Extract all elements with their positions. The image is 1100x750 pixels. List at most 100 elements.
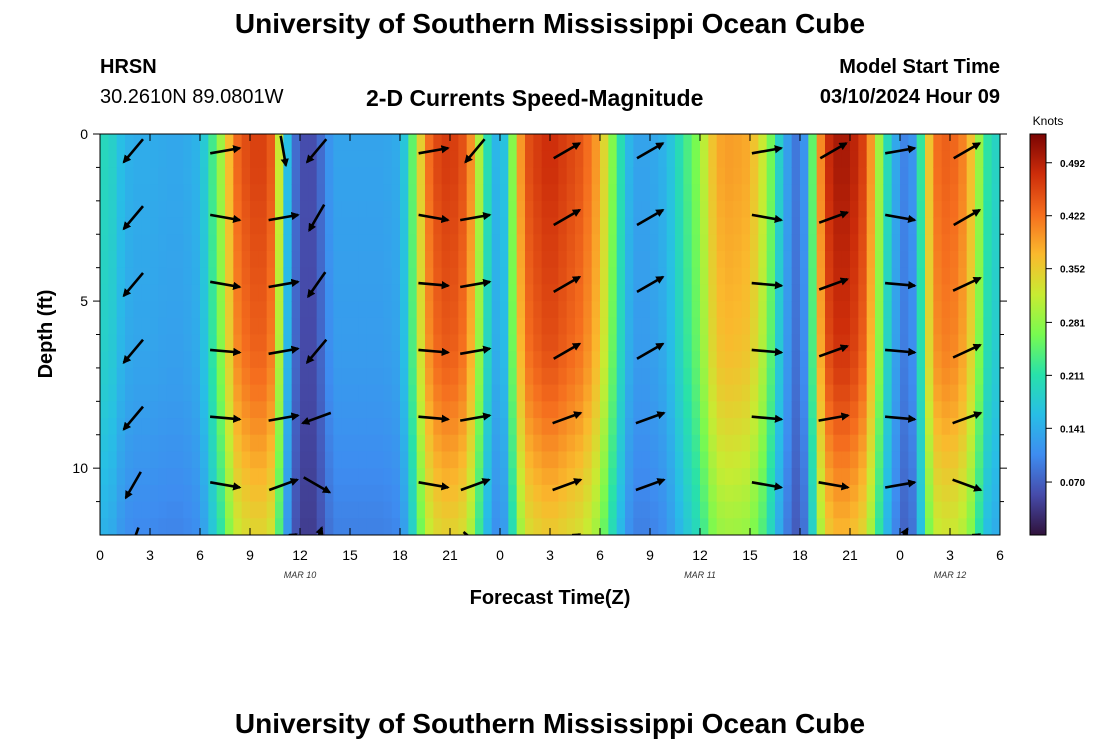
heatmap-cell <box>766 267 776 285</box>
heatmap-cell <box>291 518 301 535</box>
current-vector <box>751 213 784 224</box>
heatmap-cell <box>383 484 393 503</box>
heatmap-cell <box>400 334 409 352</box>
heatmap-cell <box>991 518 1000 535</box>
heatmap-cell <box>983 250 993 269</box>
heatmap-cell <box>750 317 759 336</box>
heatmap-cell <box>541 150 551 169</box>
heatmap-cell <box>333 401 343 419</box>
heatmap-cell <box>350 234 359 252</box>
heatmap-cell <box>508 217 518 235</box>
heatmap-cell <box>925 518 934 535</box>
heatmap-cell <box>916 234 926 252</box>
heatmap-cell <box>500 501 509 519</box>
heatmap-cell <box>933 217 943 235</box>
heatmap-cell <box>250 134 259 152</box>
heatmap-cell <box>983 418 993 436</box>
heatmap-cell <box>600 384 609 402</box>
heatmap-cell <box>966 317 976 336</box>
heatmap-cell <box>641 150 651 169</box>
heatmap-cell <box>316 501 326 519</box>
heatmap-cell <box>241 401 251 419</box>
heatmap-cell <box>825 301 834 319</box>
heatmap-cell <box>883 468 893 486</box>
heatmap-cell <box>366 217 376 235</box>
heatmap-cell <box>358 518 368 535</box>
heatmap-cell <box>233 401 243 419</box>
heatmap-cell <box>150 334 159 352</box>
heatmap-cell <box>641 518 651 535</box>
heatmap-cell <box>250 317 259 336</box>
heatmap-cell <box>683 317 693 336</box>
heatmap-cell <box>383 367 393 386</box>
heatmap-cell <box>483 367 493 386</box>
heatmap-cell <box>925 484 934 503</box>
heatmap-cell <box>741 150 751 169</box>
heatmap-cell <box>325 401 334 419</box>
heatmap-cell <box>375 267 384 285</box>
heatmap-cell <box>566 367 576 386</box>
heatmap-cell <box>591 301 601 319</box>
current-vector <box>952 411 983 425</box>
heatmap-cell <box>833 401 843 419</box>
heatmap-cell <box>766 134 776 152</box>
heatmap-cell <box>625 301 634 319</box>
heatmap-cell <box>725 134 734 152</box>
heatmap-cell <box>516 434 526 453</box>
heatmap-cell <box>258 518 268 535</box>
heatmap-cell <box>816 451 826 469</box>
current-vector <box>1004 277 1030 292</box>
heatmap-cell <box>716 468 726 486</box>
heatmap-cell <box>158 418 168 436</box>
heatmap-cell <box>816 301 826 319</box>
heatmap-cell <box>458 250 468 269</box>
heatmap-cell <box>566 384 576 402</box>
heatmap-cell <box>641 501 651 519</box>
heatmap-cell <box>491 451 501 469</box>
heatmap-cell <box>475 200 484 219</box>
heatmap-cell <box>808 301 818 319</box>
heatmap-cell <box>241 518 251 535</box>
heatmap-cell <box>891 418 901 436</box>
heatmap-cell <box>708 200 718 219</box>
heatmap-cell <box>825 167 834 185</box>
heatmap-cell <box>233 367 243 386</box>
heatmap-cell <box>983 451 993 469</box>
heatmap-cell <box>800 301 809 319</box>
heatmap-cell <box>783 434 793 453</box>
heatmap-cell <box>991 167 1000 185</box>
heatmap-cell <box>441 501 451 519</box>
heatmap-cell <box>541 418 551 436</box>
heatmap-cell <box>166 418 176 436</box>
heatmap-cell <box>958 468 968 486</box>
heatmap-cell <box>941 317 951 336</box>
heatmap-cell <box>475 501 484 519</box>
heatmap-cell <box>408 284 418 302</box>
heatmap-cell <box>525 134 534 152</box>
heatmap-cell <box>808 334 818 352</box>
heatmap-cell <box>533 267 543 285</box>
heatmap-cell <box>950 150 959 169</box>
heatmap-cell <box>466 250 476 269</box>
heatmap-cell <box>416 434 426 453</box>
heatmap-cell <box>475 401 484 419</box>
heatmap-cell <box>575 184 584 202</box>
heatmap-cell <box>125 200 134 219</box>
heatmap-cell <box>700 518 709 535</box>
heatmap-cell <box>475 418 484 436</box>
heatmap-cell <box>116 351 126 369</box>
heatmap-cell <box>733 284 743 302</box>
heatmap-cell <box>666 518 676 535</box>
heatmap-cell <box>500 384 509 402</box>
heatmap-cell <box>258 200 268 219</box>
heatmap-cell <box>416 150 426 169</box>
heatmap-cell <box>483 250 493 269</box>
heatmap-cell <box>408 250 418 269</box>
heatmap-cell <box>800 401 809 419</box>
current-vector <box>209 145 242 155</box>
heatmap-cell <box>966 518 976 535</box>
heatmap-cell <box>875 301 884 319</box>
heatmap-cell <box>708 167 718 185</box>
heatmap-cell <box>825 317 834 336</box>
heatmap-cell <box>750 418 759 436</box>
